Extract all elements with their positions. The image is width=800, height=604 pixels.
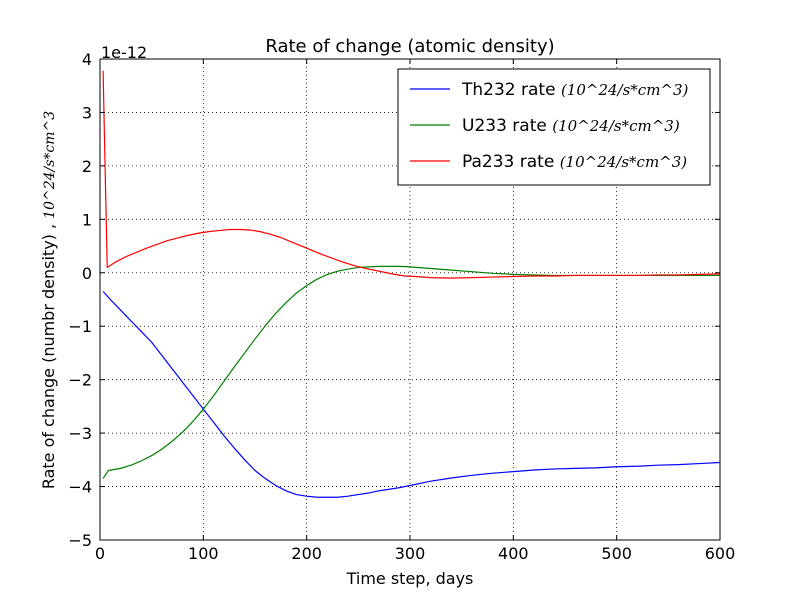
y-tick-label: 0 (82, 264, 92, 283)
chart-title: Rate of change (atomic density) (265, 36, 554, 57)
x-tick-label: 400 (498, 544, 529, 563)
series-line-pa233-rate (102, 70, 721, 279)
x-tick-label: 100 (188, 544, 219, 563)
legend-label-pa233-rate: Pa233 rate (10^24/s*cm^3) (462, 152, 687, 172)
ticks-layer: 0 100 200 300 400 500 600 −5 −4 −3 −2 −1 0 1 2 3 4 (68, 50, 735, 563)
y-tick-label: −2 (68, 371, 92, 390)
y-tick-label: 3 (82, 103, 92, 122)
y-axis-label-units: 10^24/s*cm^3 (42, 111, 58, 219)
y-tick-label: −4 (68, 478, 92, 497)
series-layer (102, 70, 721, 498)
y-offset-text: 1e-12 (101, 43, 147, 62)
y-tick-label: −5 (68, 531, 92, 550)
x-tick-label: 600 (705, 544, 736, 563)
series-line-th232-rate (102, 291, 721, 498)
x-axis-label: Time step, days (346, 569, 474, 588)
legend-label-th232-rate: Th232 rate (10^24/s*cm^3) (461, 80, 689, 100)
y-tick-label: −3 (68, 424, 92, 443)
x-tick-label: 0 (95, 544, 105, 563)
svg-text:Rate of change (numbr density): Rate of change (numbr density) , 10^24/s… (39, 111, 58, 489)
y-axis-label-main: Rate of change (numbr density) , (39, 219, 58, 489)
y-tick-label: 2 (82, 157, 92, 176)
y-tick-label: 1 (82, 210, 92, 229)
x-tick-label: 500 (601, 544, 632, 563)
x-tick-label: 300 (395, 544, 426, 563)
x-tick-label: 200 (291, 544, 322, 563)
legend: Th232 rate (10^24/s*cm^3) U233 rate (10^2… (397, 68, 711, 186)
legend-label-u233-rate: U233 rate (10^24/s*cm^3) (462, 116, 680, 136)
legend-box (397, 68, 711, 186)
y-tick-label: −1 (68, 317, 92, 336)
y-tick-label: 4 (82, 50, 92, 69)
y-axis-label: Rate of change (numbr density) , 10^24/s… (39, 111, 58, 489)
